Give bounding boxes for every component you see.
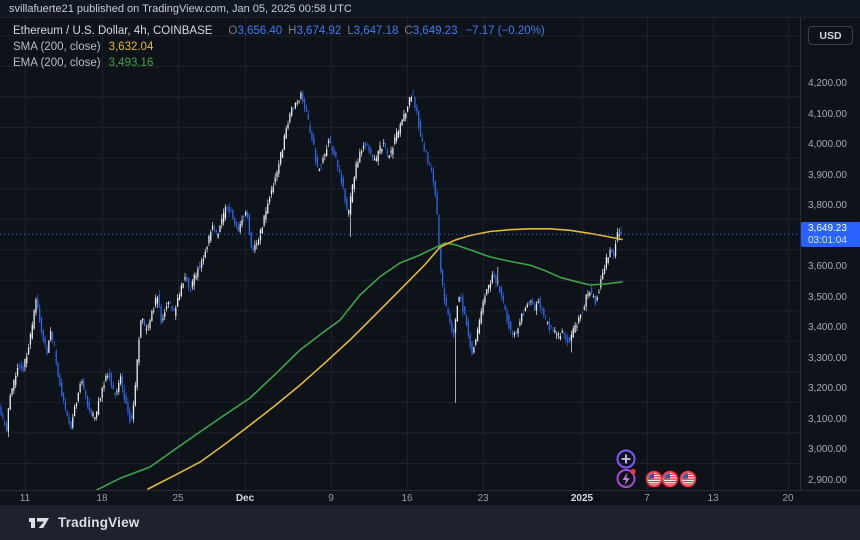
time-tick-label: 9 <box>328 493 334 504</box>
bar-countdown: 03:01:04 <box>808 235 847 247</box>
open-value: 3,656.40 <box>237 25 283 37</box>
add-note-plus-icon[interactable] <box>616 449 636 469</box>
footer-bar: TradingView <box>0 505 860 540</box>
candlestick-series <box>0 89 622 438</box>
high-label: H <box>288 25 297 37</box>
time-tick-label: 11 <box>19 493 31 504</box>
grid-lines <box>0 18 800 490</box>
high-value: 3,674.92 <box>296 25 342 37</box>
sma-label: SMA (200, close) <box>13 41 101 53</box>
current-price-badge: 3,649.23 03:01:04 <box>801 222 860 248</box>
price-tick-label: 3,200.00 <box>808 383 847 395</box>
price-tick-label: 4,200.00 <box>808 78 847 89</box>
attribution-bar: svillafuerte21 published on TradingView.… <box>0 0 860 18</box>
low-label: L <box>347 25 354 37</box>
alert-lightning-icon[interactable] <box>616 469 636 488</box>
open-label: O <box>228 25 238 37</box>
symbol-title: Ethereum / U.S. Dollar, 4h, COINBASE <box>13 25 213 37</box>
ema-legend-row[interactable]: EMA (200, close) 3,493.16 <box>13 55 545 71</box>
time-tick-label: 16 <box>401 493 413 504</box>
time-axis[interactable]: 11 18 25 Dec 9 16 23 2025 7 13 20 <box>0 490 860 505</box>
sma-200-line <box>147 228 623 490</box>
price-tick-label: 3,800.00 <box>808 200 847 212</box>
time-tick-label: 20 <box>782 493 794 504</box>
close-label: C <box>404 25 413 37</box>
price-tick-label: 3,000.00 <box>808 444 847 456</box>
time-tick-label: 18 <box>96 493 108 504</box>
ema-200-line <box>96 242 623 490</box>
price-tick-label: 3,400.00 <box>808 322 847 334</box>
time-tick-label: 7 <box>644 493 650 504</box>
close-value: 3,649.23 <box>412 25 458 37</box>
time-tick-label: 2025 <box>570 493 594 504</box>
time-tick-label: 25 <box>172 493 184 504</box>
brand-name: TradingView <box>58 515 140 530</box>
price-tick-label: 4,100.00 <box>808 108 847 120</box>
price-tick-label: 3,300.00 <box>808 352 847 364</box>
price-tick-label: 2,900.00 <box>808 475 847 486</box>
us-flag-event-icon[interactable] <box>645 470 663 488</box>
chart-legend: Ethereum / U.S. Dollar, 4h, COINBASE O3,6… <box>13 23 545 71</box>
time-tick-label: 13 <box>707 493 719 504</box>
time-tick-label: Dec <box>235 493 255 504</box>
sma-legend-row[interactable]: SMA (200, close) 3,632.04 <box>13 39 545 55</box>
sma-value: 3,632.04 <box>108 41 154 53</box>
ema-label: EMA (200, close) <box>13 57 101 69</box>
tradingview-logo-icon <box>29 517 49 528</box>
current-price-value: 3,649.23 <box>808 223 847 235</box>
currency-toggle-button[interactable]: USD <box>808 26 853 45</box>
price-tick-label: 3,600.00 <box>808 261 847 273</box>
symbol-legend-row[interactable]: Ethereum / U.S. Dollar, 4h, COINBASE O3,6… <box>13 23 545 39</box>
time-tick-label: 23 <box>477 493 489 504</box>
attribution-text: svillafuerte21 published on TradingView.… <box>9 2 352 15</box>
price-tick-label: 3,900.00 <box>808 169 847 181</box>
price-axis[interactable]: USD 4,200.00 4,100.00 4,000.00 3,900.00 3,80… <box>800 18 860 505</box>
ema-value: 3,493.16 <box>108 57 154 69</box>
price-tick-label: 3,100.00 <box>808 413 847 425</box>
us-flag-event-icon[interactable] <box>679 470 697 488</box>
tradingview-brand-link[interactable]: TradingView <box>28 515 139 531</box>
low-value: 3,647.18 <box>353 25 399 37</box>
price-tick-label: 4,000.00 <box>808 139 847 151</box>
price-tick-label: 3,500.00 <box>808 291 847 303</box>
change-value: −7.17 (−0.20%) <box>465 25 545 37</box>
us-flag-event-icon[interactable] <box>661 470 679 488</box>
notification-dot <box>630 468 636 475</box>
